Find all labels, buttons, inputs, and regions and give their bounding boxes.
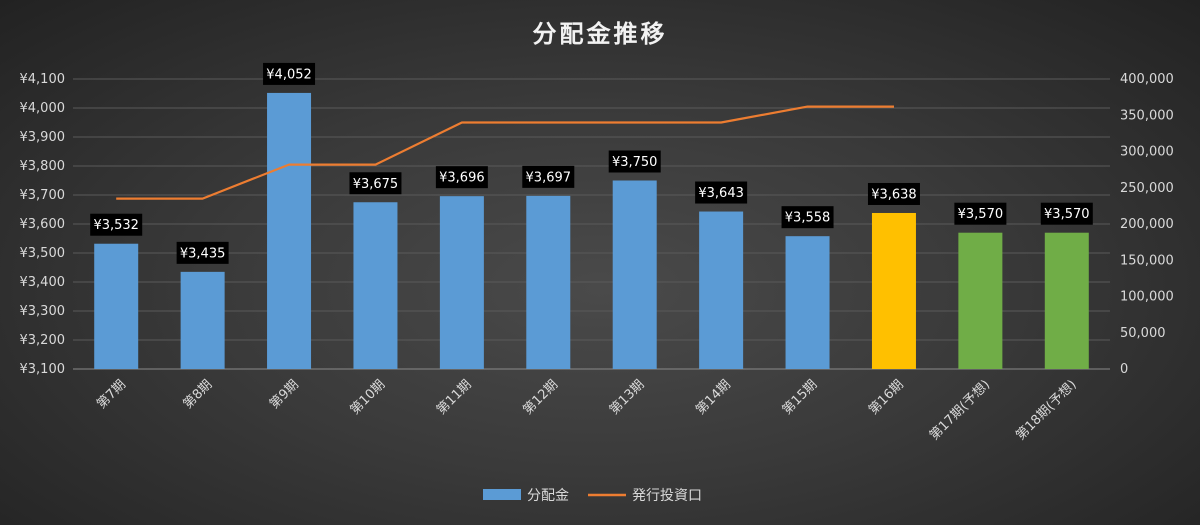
y-tick-label-right: 50,000 [1120,326,1166,341]
data-label: ¥4,052 [266,67,312,82]
bar [612,180,657,369]
bar-series [94,92,1089,370]
data-label-box [263,62,316,85]
data-label: ¥3,696 [439,171,485,186]
data-label-box [867,182,920,205]
x-tick-label: 第15期 [780,377,821,418]
data-label-box [608,150,661,173]
x-tick-label: 第7期 [94,377,129,412]
chart-title: 分配金推移 [533,20,668,48]
data-label-box [349,172,402,195]
x-tick-label: 第18期(予想) [1013,377,1080,444]
x-tick-label: 第16期 [866,377,907,418]
y-tick-label-right: 0 [1120,362,1128,377]
data-label: ¥3,750 [612,155,658,170]
data-label: ¥3,558 [785,211,831,226]
data-label-box [90,213,143,236]
line-series [116,105,894,200]
y-tick-label-right: 400,000 [1120,72,1174,87]
y-tick-label-right: 150,000 [1120,253,1174,268]
bar [958,232,1003,369]
bar [699,211,744,369]
legend: 分配金 発行投資口 [483,488,702,504]
y-tick-label-left: ¥3,700 [20,188,66,203]
data-label-box [176,241,229,264]
y-tick-label-right: 250,000 [1120,181,1174,196]
y-tick-label-right: 100,000 [1120,290,1174,305]
x-tick-label: 第11期 [434,377,475,418]
data-label: ¥3,697 [526,170,572,185]
data-labels: ¥3,532 ¥3,435 ¥4,052 ¥3,675 ¥3,696 ¥3,697 ¥3,7… [90,62,1093,264]
bar [785,236,830,369]
bar [94,243,139,369]
data-label: ¥3,435 [180,246,226,261]
x-tick-label: 第17期(予想) [926,377,993,444]
y-tick-label-right: 200,000 [1120,217,1174,232]
bar [180,271,225,369]
data-label: ¥3,643 [698,186,744,201]
data-label-box [522,165,575,188]
x-tick-label: 第9期 [267,377,302,412]
legend-swatch-bar [483,489,521,500]
bar [1044,232,1089,369]
x-tick-label: 第10期 [348,377,389,418]
x-tick-label: 第8期 [181,377,216,412]
bar [439,196,484,369]
y-tick-label-left: ¥3,100 [20,362,66,377]
data-label-box [1040,202,1093,225]
line-series-path [116,105,894,200]
x-tick-label: 第13期 [607,377,648,418]
data-label: ¥3,532 [93,218,139,233]
y-tick-label-left: ¥3,400 [20,275,66,290]
x-tick-label: 第12期 [520,377,561,418]
y-tick-label-left: ¥3,200 [20,333,66,348]
left-axis: ¥3,100 ¥3,200 ¥3,300 ¥3,400 ¥3,500 ¥3,600 ¥3,7… [20,72,66,377]
data-label-box [954,202,1007,225]
data-label: ¥3,675 [353,177,399,192]
y-tick-label-left: ¥3,600 [20,217,66,232]
x-axis: 第7期 第8期 第9期 第10期 第11期 第12期 第13期 第14期 第15期 第16期 第17… [94,377,1079,444]
bar [353,202,398,369]
x-tick-label: 第14期 [693,377,734,418]
y-tick-label-left: ¥3,900 [20,130,66,145]
data-label-box [781,206,834,229]
legend-label: 分配金 [527,488,569,504]
right-axis: 0 50,000 100,000 150,000 200,000 250,000 300,0… [1120,72,1174,377]
data-label-box [695,181,748,204]
y-tick-label-right: 350,000 [1120,108,1174,123]
data-label: ¥3,638 [871,187,917,202]
legend-label: 発行投資口 [632,488,702,504]
y-tick-label-right: 300,000 [1120,145,1174,160]
data-label-box [435,166,488,189]
y-tick-label-left: ¥4,000 [20,101,66,116]
gridlines [73,78,1110,370]
bar [526,195,571,369]
data-label: ¥3,570 [958,207,1004,222]
y-tick-label-left: ¥3,500 [20,246,66,261]
y-tick-label-left: ¥4,100 [20,72,66,87]
y-tick-label-left: ¥3,300 [20,304,66,319]
data-label: ¥3,570 [1044,207,1090,222]
bar [871,212,916,369]
bar [267,92,312,370]
y-tick-label-left: ¥3,800 [20,159,66,174]
